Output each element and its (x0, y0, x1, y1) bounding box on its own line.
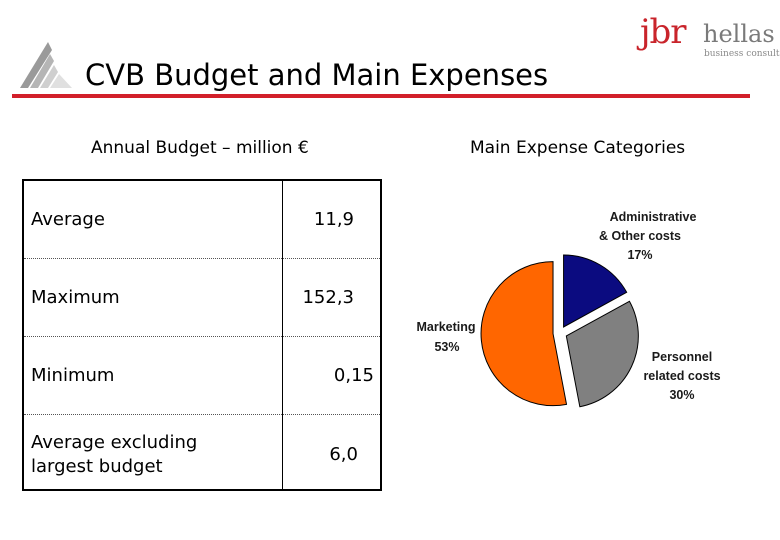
table-row: Maximum 152,3 (24, 259, 380, 337)
brand-logo: jbr hellas business consultants (640, 12, 780, 70)
slice-percent-personnel: 30% (669, 388, 694, 402)
pie-slice-administrative (563, 254, 628, 328)
row-value: 11,9 (313, 209, 354, 230)
slice-label-marketing: Marketing (416, 320, 475, 334)
brand-name-part1: jbr (640, 12, 687, 52)
table-row: Average 11,9 (24, 181, 380, 259)
row-value: 6,0 (329, 444, 358, 465)
slice-label-personnel-line1: Personnel (652, 350, 712, 364)
slice-label-personnel-line2: related costs (643, 369, 720, 383)
table-row: Average excluding largest budget 6,0 (24, 415, 380, 493)
cvb-logo-icon (20, 42, 72, 88)
budget-table: Average 11,9 Maximum 152,3 Minimum 0,15 … (22, 179, 382, 491)
slice-label-administrative-line1: Administrative (610, 210, 697, 224)
title-underline (12, 94, 750, 98)
row-label-line2: largest budget (31, 456, 163, 477)
expense-pie-chart: Administrative & Other costs 17% Personn… (416, 210, 721, 408)
slice-percent-administrative: 17% (627, 248, 652, 262)
table-row: Minimum 0,15 (24, 337, 380, 415)
row-label: Average (31, 209, 105, 230)
slice-label-administrative-line2: & Other costs (599, 229, 681, 243)
row-label-line1: Average excluding (31, 432, 198, 453)
page-title: CVB Budget and Main Expenses (85, 58, 549, 92)
row-value: 0,15 (333, 365, 374, 386)
pie-slice-marketing (480, 261, 568, 407)
chart-heading: Main Expense Categories (470, 138, 686, 158)
slice-percent-marketing: 53% (434, 340, 459, 354)
budget-heading: Annual Budget – million € (91, 138, 309, 158)
brand-tagline: business consultants (704, 49, 780, 59)
row-label: Minimum (31, 365, 115, 386)
row-label: Maximum (31, 287, 120, 308)
column-divider (282, 181, 283, 489)
pie-slice-personnel (565, 300, 639, 408)
row-value: 152,3 (302, 287, 354, 308)
brand-name-part2: hellas (703, 20, 775, 48)
